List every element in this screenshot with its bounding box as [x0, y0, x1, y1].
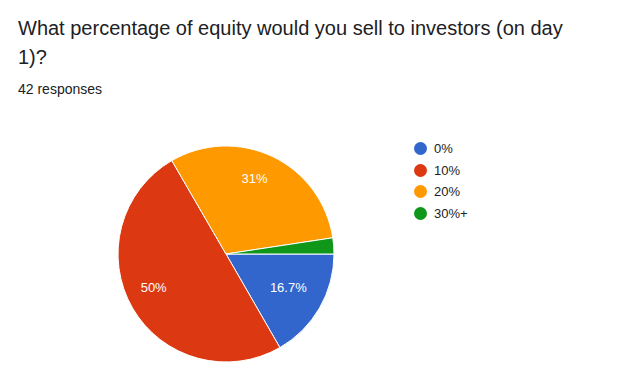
- html-text:20%: 20%: [434, 184, 460, 200]
- svg-text:50%: 50%: [141, 280, 167, 295]
- svg-text:31%: 31%: [242, 171, 268, 186]
- html-text:30%+: 30%+: [434, 205, 468, 221]
- html-text:42 responses: 42 responses: [18, 81, 103, 97]
- html-text:10%: 10%: [434, 162, 460, 178]
- svg-text:16.7%: 16.7%: [270, 280, 307, 295]
- html-text:0%: 0%: [434, 141, 453, 157]
- html-text:What percentage of equity woul: What percentage of equity would you sell…: [18, 17, 563, 68]
